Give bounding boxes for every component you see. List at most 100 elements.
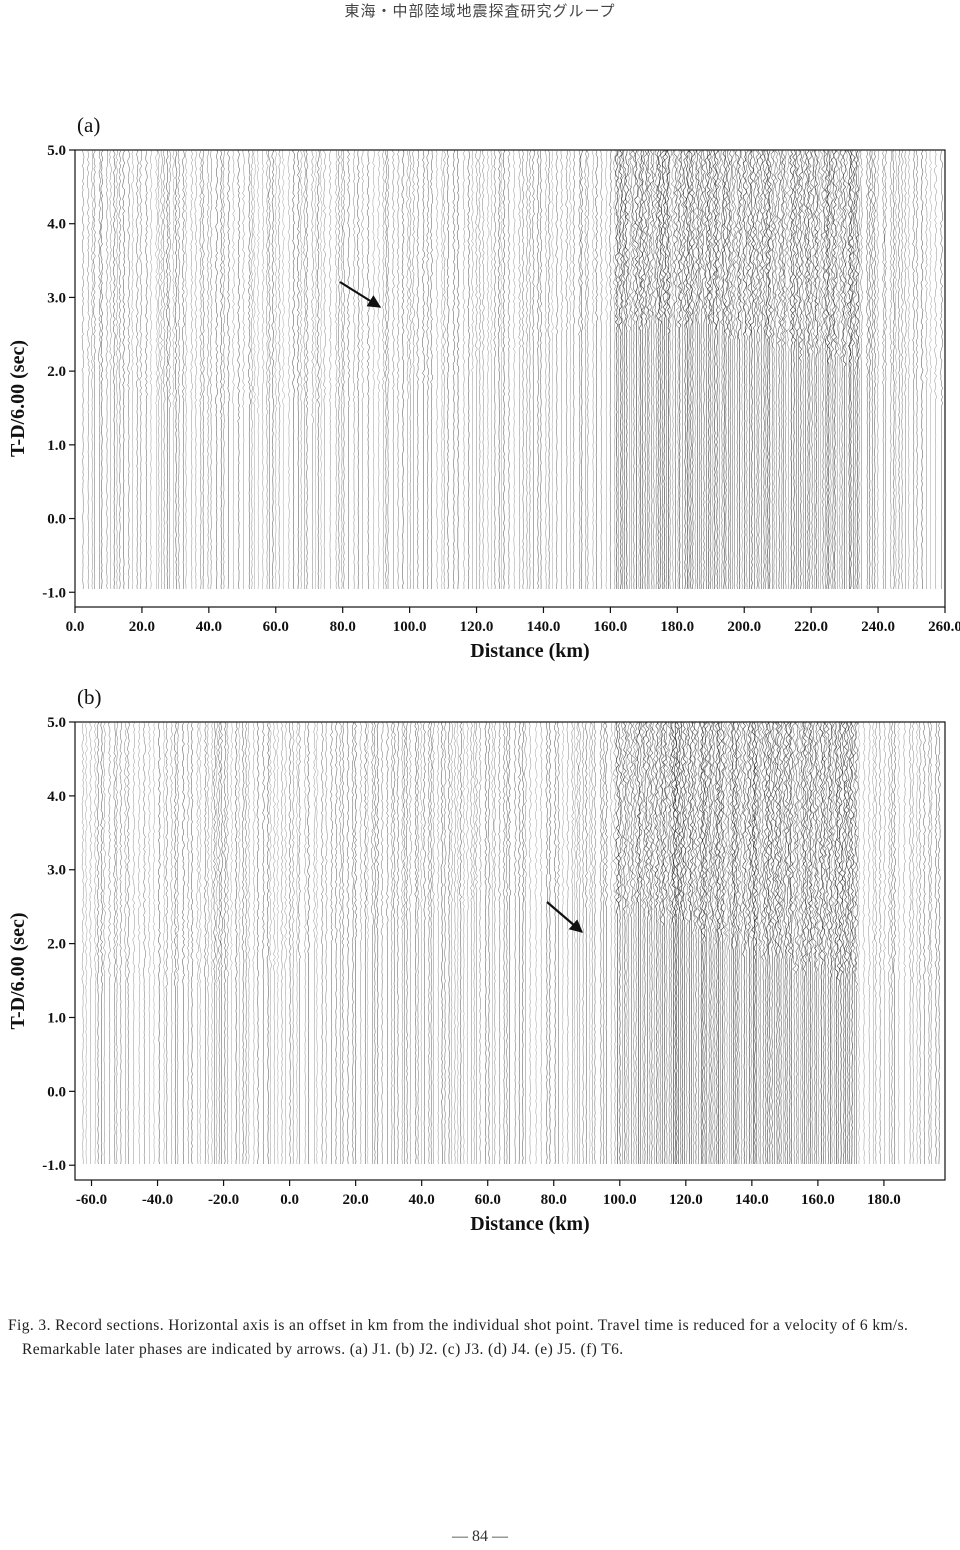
trace [569, 150, 572, 590]
trace [396, 722, 400, 1165]
x-axis-label: Distance (km) [470, 640, 589, 662]
trace [851, 150, 856, 590]
trace [446, 150, 450, 590]
trace [887, 722, 891, 1165]
trace [337, 150, 341, 590]
trace [580, 150, 584, 590]
trace [232, 150, 235, 590]
trace [721, 150, 727, 590]
x-tick-label: 40.0 [196, 619, 222, 635]
trace [268, 150, 271, 589]
trace [755, 150, 760, 590]
trace [555, 150, 559, 590]
trace [170, 722, 173, 1164]
trace [426, 150, 430, 590]
trace [765, 150, 770, 590]
trace [796, 722, 801, 1165]
trace [230, 722, 233, 1165]
page-number: — 84 — [452, 1528, 508, 1545]
trace [903, 722, 906, 1165]
trace [779, 722, 784, 1165]
trace [599, 722, 603, 1165]
trace [820, 150, 826, 589]
trace [366, 722, 370, 1165]
trace [253, 150, 256, 590]
trace [493, 722, 497, 1165]
trace [678, 722, 683, 1165]
trace [727, 722, 732, 1165]
trace [908, 722, 912, 1164]
plot-frame [74, 721, 946, 1181]
trace [763, 150, 768, 589]
x-tick-label: 240.0 [861, 619, 895, 635]
x-tick-label: -40.0 [142, 1192, 173, 1208]
trace [807, 150, 812, 589]
trace [316, 150, 320, 590]
trace [115, 150, 119, 590]
trace [132, 722, 136, 1164]
trace [742, 722, 747, 1165]
trace [673, 722, 678, 1165]
trace [174, 150, 178, 590]
y-tick-label: 4.0 [47, 217, 66, 233]
trace [720, 150, 725, 590]
trace [544, 150, 548, 590]
trace [893, 722, 896, 1165]
trace [341, 722, 345, 1165]
y-tick-label: -1.0 [42, 1158, 66, 1174]
trace [277, 150, 281, 590]
x-tick-label: 20.0 [129, 619, 155, 635]
running-header: 東海・中部陸域地震探査研究グループ [344, 4, 616, 20]
trace [825, 722, 831, 1165]
trace [934, 722, 938, 1165]
trace [486, 150, 490, 590]
trace [459, 722, 463, 1165]
trace [838, 722, 844, 1165]
trace [686, 150, 692, 590]
trace [390, 722, 394, 1164]
trace [747, 150, 752, 590]
trace [624, 722, 630, 1165]
trace [829, 722, 835, 1165]
trace [616, 150, 621, 590]
trace [573, 722, 577, 1165]
trace [328, 150, 332, 590]
trace [498, 722, 501, 1165]
trace [747, 722, 752, 1165]
trace [804, 722, 809, 1165]
trace [201, 150, 205, 590]
trace [237, 150, 241, 590]
trace [927, 722, 931, 1165]
trace [756, 722, 762, 1165]
trace [765, 722, 770, 1165]
trace [701, 150, 707, 590]
y-axis-label: T-D/6.00 (sec) [7, 340, 29, 457]
trace [257, 150, 260, 590]
trace [752, 150, 757, 589]
trace [206, 722, 210, 1165]
trace [754, 722, 759, 1164]
trace [781, 722, 786, 1165]
trace [605, 150, 608, 590]
trace [276, 722, 280, 1164]
trace [539, 722, 543, 1164]
trace [712, 150, 717, 590]
x-tick-label: 80.0 [330, 619, 356, 635]
trace [347, 150, 350, 590]
trace [124, 722, 127, 1165]
trace [860, 150, 863, 589]
trace [720, 722, 725, 1165]
trace [287, 150, 291, 590]
trace [502, 722, 506, 1164]
trace [642, 722, 648, 1165]
trace [525, 150, 529, 590]
trace [481, 150, 485, 590]
trace [247, 722, 251, 1164]
trace [699, 150, 704, 590]
trace [786, 150, 791, 590]
trace [447, 722, 451, 1165]
trace [710, 722, 716, 1165]
trace [435, 150, 439, 590]
trace [271, 150, 275, 590]
arrow [546, 901, 584, 933]
